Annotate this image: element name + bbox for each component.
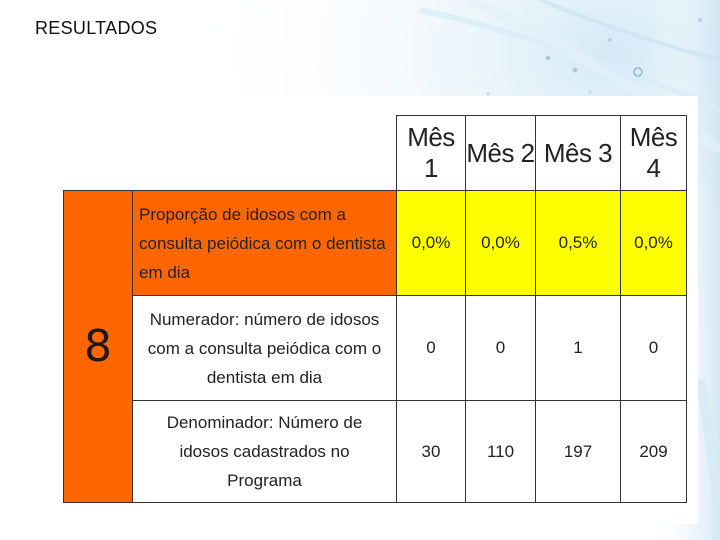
row1-month2-value: 0,0% [465,190,536,296]
row1-month3-value: 0,5% [535,190,621,296]
row3-month4-value: 209 [620,400,687,503]
row-label-numerator: Numerador: número de idosos com a consul… [132,295,397,401]
slide-title: RESULTADOS [35,18,158,38]
row3-month3-value: 197 [535,400,621,503]
row2-month4-value: 0 [620,295,687,401]
row2-month3-value: 1 [535,295,621,401]
row3-month1-value: 30 [396,400,466,503]
month-header-2: Mês 2 [465,115,536,191]
row2-month1-value: 0 [396,295,466,401]
row3-month2-value: 110 [465,400,536,503]
row1-month1-value: 0,0% [396,190,466,296]
results-table: Mês 1 Mês 2 Mês 3 Mês 4 8 Proporção de i… [55,96,698,524]
month-header-1: Mês 1 [396,115,466,191]
row-label-denominator: Denominador: Número de idosos cadastrado… [132,400,397,503]
row2-month2-value: 0 [465,295,536,401]
row1-month4-value: 0,0% [620,190,687,296]
month-header-4: Mês 4 [620,115,687,191]
row-label-proportion: Proporção de idosos com a consulta peiód… [132,190,397,296]
indicator-number: 8 [63,190,133,503]
month-header-3: Mês 3 [535,115,621,191]
